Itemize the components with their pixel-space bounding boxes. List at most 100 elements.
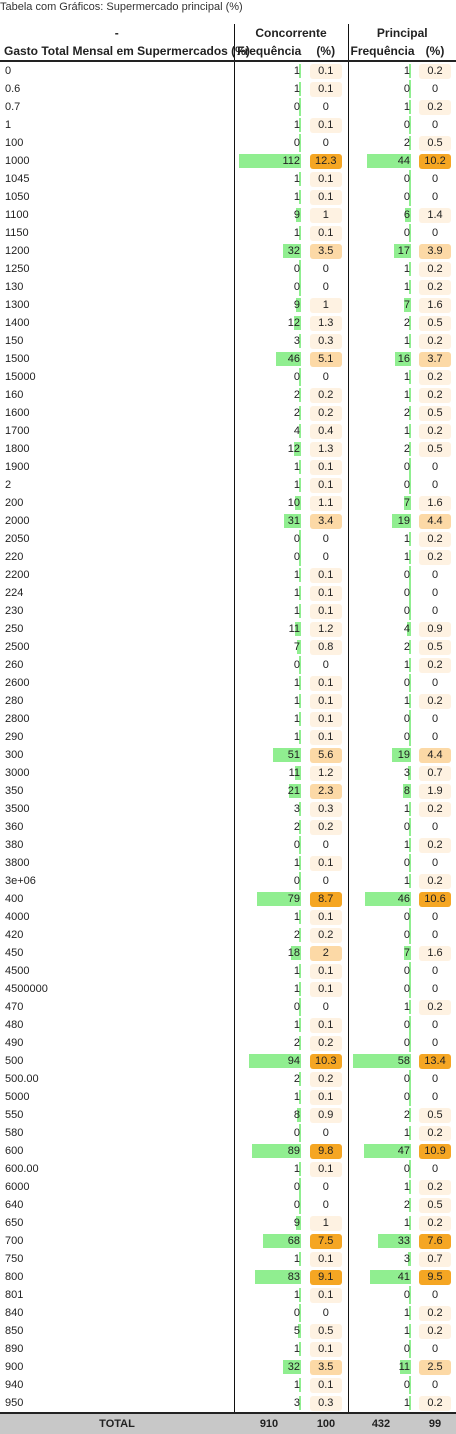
freq-value: 0 xyxy=(403,191,410,203)
freq-guide-line xyxy=(299,134,301,152)
pct-value: 0 xyxy=(431,1073,439,1085)
freq-cell-concorrente: 0 xyxy=(233,1124,304,1142)
freq-cell-concorrente: 9 xyxy=(233,296,304,314)
row-label: 1200 xyxy=(5,245,30,257)
pct-value: 0 xyxy=(322,533,329,545)
pct-cell-concorrente: 0.4 xyxy=(304,422,348,440)
freq-guide-line xyxy=(299,368,301,386)
freq-bar xyxy=(409,424,411,438)
pct-cell-concorrente: 0.3 xyxy=(304,332,348,350)
freq-bar xyxy=(394,244,411,258)
pct-cell-principal: 0.2 xyxy=(414,998,456,1016)
pct-value: 0.5 xyxy=(419,1198,451,1213)
pct-value: 0.1 xyxy=(309,118,342,133)
row-label: 100 xyxy=(5,137,24,149)
table-row: 1800 12 1.3 2 0.5 xyxy=(0,440,456,458)
pct-value: 4.4 xyxy=(419,748,451,763)
freq-cell-concorrente: 1 xyxy=(233,188,304,206)
pct-value: 0.1 xyxy=(309,1090,342,1105)
freq-cell-concorrente: 1 xyxy=(233,728,304,746)
freq-value: 1 xyxy=(293,173,300,185)
freq-cell-concorrente: 2 xyxy=(233,1034,304,1052)
freq-bar xyxy=(299,388,301,402)
freq-bar xyxy=(409,334,411,348)
freq-cell-concorrente: 0 xyxy=(233,548,304,566)
freq-cell-principal: 1 xyxy=(347,1322,414,1340)
freq-bar xyxy=(299,802,301,816)
row-label: 150 xyxy=(5,335,24,347)
pct-cell-principal: 0.7 xyxy=(414,1250,456,1268)
freq-cell-concorrente: 31 xyxy=(233,512,304,530)
freq-cell-principal: 0 xyxy=(347,674,414,692)
total-freq-principal: 432 xyxy=(348,1412,414,1434)
total-label: TOTAL xyxy=(0,1412,234,1434)
freq-cell-concorrente: 1 xyxy=(233,1088,304,1106)
freq-value: 0 xyxy=(293,1127,300,1139)
pct-value: 1.4 xyxy=(419,208,451,223)
freq-value: 1 xyxy=(293,695,300,707)
freq-guide-line xyxy=(409,1340,411,1358)
freq-cell-concorrente: 2 xyxy=(233,386,304,404)
pct-value: 7.5 xyxy=(309,1234,342,1249)
freq-bar xyxy=(408,766,411,780)
freq-bar xyxy=(299,1036,301,1050)
table-body: 0 1 0.1 1 0.2 0.6 1 0.1 0 0 0.7 0 0 1 0.2 1 1 0.1 0 0 100 0 0 2… xyxy=(0,61,456,1413)
freq-value: 12 xyxy=(287,317,300,329)
pct-value: 0 xyxy=(431,191,439,203)
row-label: 470 xyxy=(5,1001,24,1013)
row-label: 4500 xyxy=(5,965,30,977)
pct-cell-principal: 0 xyxy=(414,818,456,836)
row-label: 600.00 xyxy=(5,1163,39,1175)
group-header-concorrente: Concorrente xyxy=(233,24,348,42)
pct-cell-concorrente: 3.5 xyxy=(304,1358,348,1376)
freq-value: 0 xyxy=(293,137,300,149)
freq-value: 1 xyxy=(293,569,300,581)
freq-cell-principal: 0 xyxy=(347,602,414,620)
freq-guide-line xyxy=(409,926,411,944)
freq-bar xyxy=(299,478,301,492)
freq-bar xyxy=(298,1324,301,1338)
table-row: 800 83 9.1 41 9.5 xyxy=(0,1268,456,1286)
pct-cell-principal: 0 xyxy=(414,1160,456,1178)
table-row: 350 21 2.3 8 1.9 xyxy=(0,782,456,800)
freq-bar xyxy=(297,640,301,654)
frequency-table: - Concorrente Principal Gasto Total Mens… xyxy=(0,24,456,1434)
freq-value: 0 xyxy=(293,659,300,671)
pct-value: 12.3 xyxy=(309,154,342,169)
table-row: 15000 0 0 1 0.2 xyxy=(0,368,456,386)
pct-value: 0 xyxy=(431,479,439,491)
pct-value: 0.5 xyxy=(419,1108,451,1123)
row-label: 4000 xyxy=(5,911,30,923)
freq-cell-principal: 1 xyxy=(347,260,414,278)
row-label: 160 xyxy=(5,389,24,401)
row-label: 2 xyxy=(5,479,12,491)
freq-bar xyxy=(400,1360,411,1374)
pct-value: 0 xyxy=(431,83,439,95)
pct-value: 5.1 xyxy=(309,352,342,367)
table-row: 2 1 0.1 0 0 xyxy=(0,476,456,494)
freq-cell-concorrente: 1 xyxy=(233,1286,304,1304)
pct-value: 0 xyxy=(431,929,439,941)
table-row: 3000 11 1.2 3 0.7 xyxy=(0,764,456,782)
pct-cell-principal: 0.5 xyxy=(414,638,456,656)
freq-value: 1 xyxy=(293,1289,300,1301)
freq-cell-concorrente: 112 xyxy=(233,152,304,170)
pct-value: 0.2 xyxy=(309,1072,342,1087)
pct-value: 13.4 xyxy=(419,1054,451,1069)
freq-value: 1 xyxy=(293,83,300,95)
freq-value: 46 xyxy=(397,893,410,905)
pct-value: 1.6 xyxy=(419,946,451,961)
freq-guide-line xyxy=(409,602,411,620)
freq-guide-line xyxy=(299,872,301,890)
freq-cell-principal: 2 xyxy=(347,1196,414,1214)
freq-cell-principal: 0 xyxy=(347,116,414,134)
freq-cell-concorrente: 89 xyxy=(233,1142,304,1160)
freq-bar xyxy=(299,712,301,726)
row-label: 1700 xyxy=(5,425,30,437)
pct-cell-principal: 1.6 xyxy=(414,494,456,512)
row-label: 2800 xyxy=(5,713,30,725)
freq-value: 11 xyxy=(288,623,300,635)
pct-value: 0 xyxy=(322,1127,329,1139)
freq-value: 58 xyxy=(397,1055,410,1067)
table-row: 4000 1 0.1 0 0 xyxy=(0,908,456,926)
